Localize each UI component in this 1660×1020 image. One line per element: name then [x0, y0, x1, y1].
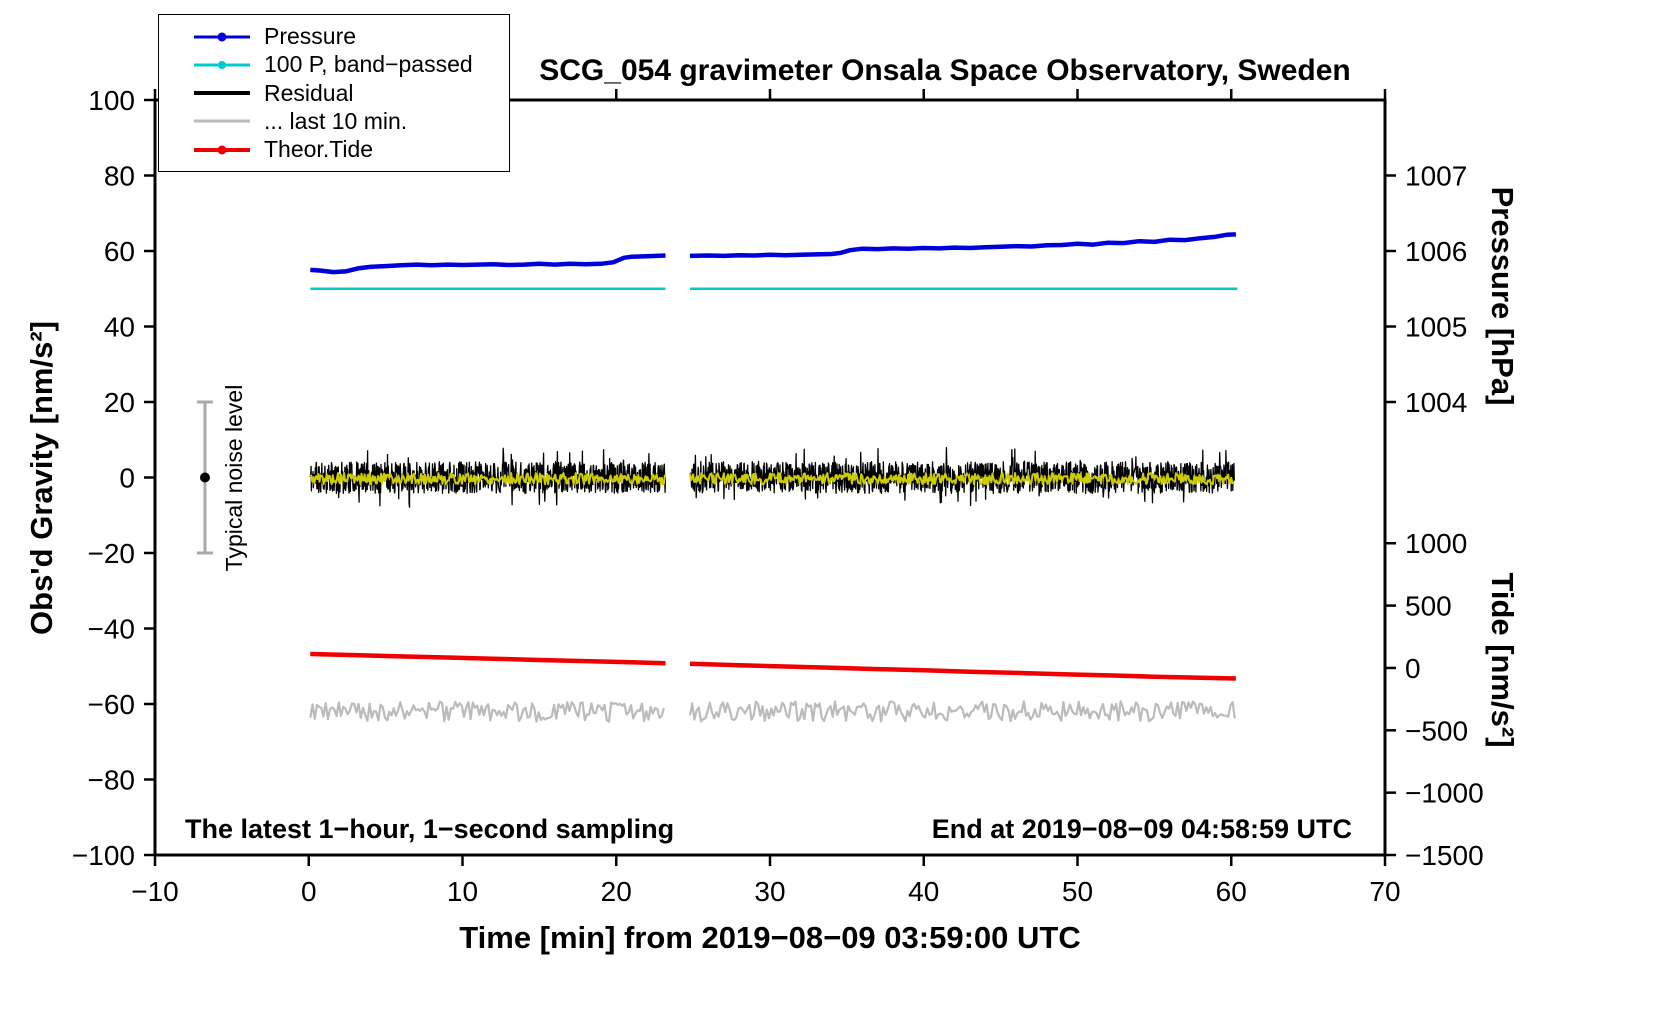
tick-label: 70 — [1369, 876, 1400, 907]
series-theor-tide — [310, 651, 1236, 681]
tick-label: 1007 — [1405, 161, 1467, 192]
tick-label: 60 — [104, 236, 135, 267]
tick-label: 40 — [104, 312, 135, 343]
legend: Pressure 100 P, band−passed Residual ...… — [158, 14, 510, 172]
legend-item-residual: Residual — [193, 80, 509, 107]
tick-label: −100 — [72, 840, 135, 871]
legend-item-theortide: Theor.Tide — [193, 136, 509, 163]
tick-label: −500 — [1405, 715, 1468, 746]
legend-label: Pressure — [264, 23, 357, 49]
noise-bar-dot — [199, 472, 210, 483]
legend-item-bandpassed: 100 P, band−passed — [193, 51, 509, 78]
tick-label: 30 — [754, 876, 785, 907]
series-residual-filtered — [309, 472, 1234, 486]
legend-item-pressure: Pressure — [193, 23, 509, 50]
tick-label: 80 — [104, 161, 135, 192]
right-axis-title-tide: Tide [nm/s²] — [1485, 572, 1520, 747]
tick-label: −10 — [131, 876, 179, 907]
tick-label: 0 — [1405, 653, 1421, 684]
legend-label: ... last 10 min. — [264, 107, 408, 134]
legend-label: Residual — [264, 79, 354, 106]
tick-label: −80 — [88, 765, 136, 796]
tick-label: 60 — [1216, 876, 1247, 907]
legend-marker-bandpassed-icon — [194, 60, 250, 69]
legend-label: Theor.Tide — [264, 136, 374, 162]
axes-layer: −10 0 10 20 30 40 50 60 70100806040200−20−40−60−… — [72, 85, 1484, 907]
legend-marker-pressure-icon — [194, 32, 250, 41]
x-axis-title: Time [min] from 2019−08−09 03:59:00 UTC — [459, 920, 1080, 955]
tick-label: 100 — [88, 85, 135, 116]
legend-label: 100 P, band−passed — [264, 51, 473, 78]
legend-marker-theortide-icon — [194, 145, 250, 154]
left-axis-title: Obs'd Gravity [nm/s²] — [24, 321, 59, 635]
tick-label: 1006 — [1405, 236, 1467, 267]
tick-label: 10 — [447, 876, 478, 907]
tick-label: 0 — [119, 463, 135, 494]
right-axis-title-pressure: Pressure [hPa] — [1485, 187, 1520, 406]
chart-title: SCG_054 gravimeter Onsala Space Observat… — [539, 54, 1351, 87]
tick-label: 1005 — [1405, 312, 1467, 343]
tick-label: −1500 — [1405, 840, 1484, 871]
tick-label: −1000 — [1405, 778, 1484, 809]
annotation-sampling: The latest 1−hour, 1−second sampling — [185, 814, 674, 844]
tick-label: 20 — [601, 876, 632, 907]
series-last-10-min — [309, 700, 1236, 723]
noise-level-label: Typical noise level — [221, 385, 247, 572]
tick-label: 40 — [908, 876, 939, 907]
legend-marker-last10min-icon — [194, 119, 250, 123]
tick-label: 1000 — [1405, 528, 1467, 559]
legend-item-last10min: ... last 10 min. — [193, 108, 509, 135]
tick-label: −40 — [88, 614, 136, 645]
tick-label: 1004 — [1405, 387, 1467, 418]
tick-label: 50 — [1062, 876, 1093, 907]
tick-label: 0 — [301, 876, 317, 907]
tick-label: −60 — [88, 689, 136, 720]
legend-marker-residual-icon — [194, 91, 250, 95]
tick-label: 500 — [1405, 591, 1452, 622]
tick-label: 20 — [104, 387, 135, 418]
tick-label: −20 — [88, 538, 136, 569]
series-layer — [196, 232, 1238, 723]
annotation-end-time: End at 2019−08−09 04:58:59 UTC — [932, 814, 1352, 844]
series-pressure — [310, 232, 1236, 275]
